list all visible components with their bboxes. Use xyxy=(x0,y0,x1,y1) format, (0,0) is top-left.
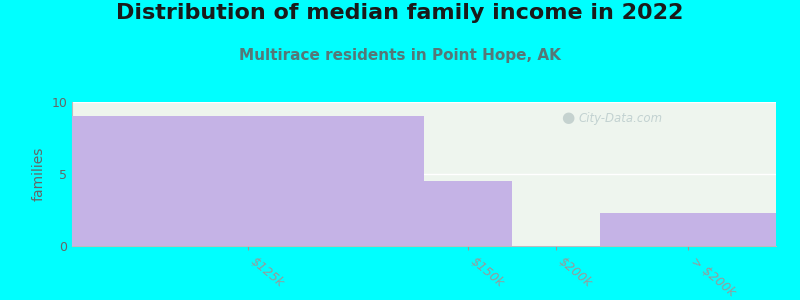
Text: City-Data.com: City-Data.com xyxy=(579,112,663,125)
Y-axis label: families: families xyxy=(32,147,46,201)
Bar xyxy=(600,213,776,246)
Text: Multirace residents in Point Hope, AK: Multirace residents in Point Hope, AK xyxy=(239,48,561,63)
Bar xyxy=(72,116,424,246)
Bar xyxy=(424,181,512,246)
Text: Distribution of median family income in 2022: Distribution of median family income in … xyxy=(116,3,684,23)
Text: ●: ● xyxy=(562,110,574,125)
